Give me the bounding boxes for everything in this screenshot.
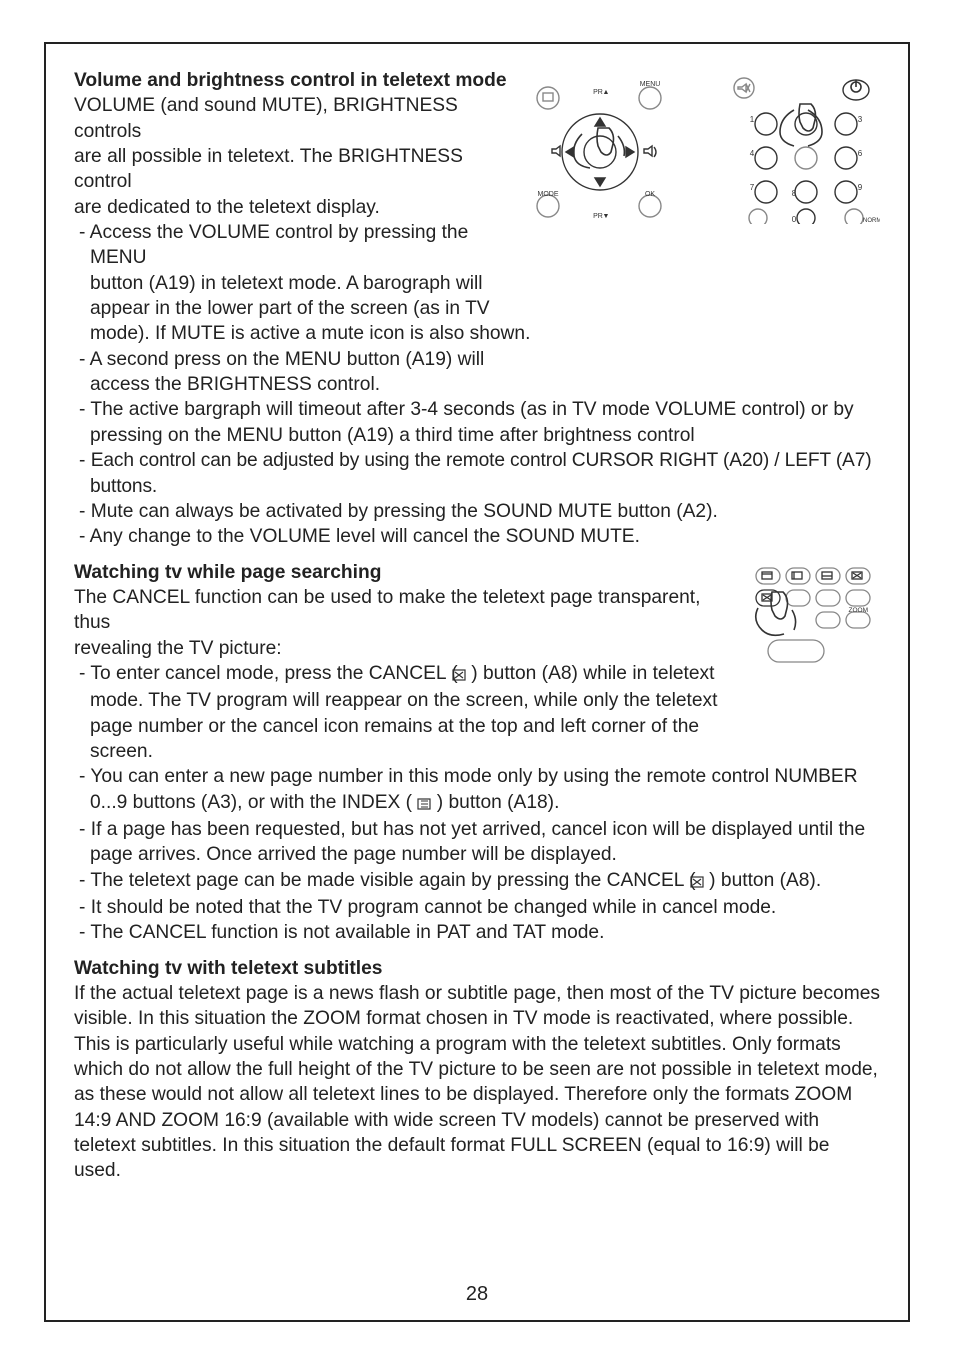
label-ok: OK: [645, 191, 655, 198]
s2-b5-t: It should be noted that the TV program c…: [91, 897, 777, 918]
diagram-teletext-keys: ZOOM: [750, 562, 880, 672]
s1-b5-t: Mute can always be activated by pressing…: [91, 501, 718, 522]
s2-b1-l1b: ) button (A8) while in teletext: [471, 663, 714, 684]
s2-b3-l1: If a page has been requested, but has no…: [91, 819, 865, 840]
svg-text:▼: ▼: [603, 213, 610, 220]
heading-subtitles: Watching tv with teletext subtitles: [74, 956, 880, 981]
page: 1 3 4 6 7 8 9 0 NORMAL: [0, 0, 954, 1352]
s3-p2: This is particularly useful while watchi…: [74, 1032, 880, 1184]
diagram-cursor-pad: PR ▲ MENU MODE PR ▼ OK: [522, 74, 690, 224]
label-pr-dn: PR: [593, 213, 603, 220]
s2-b3: If a page has been requested, but has no…: [74, 817, 880, 868]
content: 1 3 4 6 7 8 9 0 NORMAL: [74, 68, 880, 1184]
s1-b2: A second press on the MENU button (A19) …: [74, 347, 880, 398]
s1-b4-t: Each control can be adjusted by using th…: [90, 450, 871, 496]
s1-b1-l1: Access the VOLUME control by pressing th…: [90, 222, 469, 268]
page-frame: 1 3 4 6 7 8 9 0 NORMAL: [44, 42, 910, 1322]
s1-b4: Each control can be adjusted by using th…: [74, 448, 880, 499]
s2-b2: You can enter a new page number in this …: [74, 764, 880, 817]
s2-b2-l2: 0...9 buttons (A3), or with the INDEX ( …: [90, 790, 880, 817]
s1-b6: Any change to the VOLUME level will canc…: [74, 524, 880, 549]
s1-b1-l2: button (A19) in teletext mode. A barogra…: [90, 271, 880, 296]
index-icon: [417, 792, 431, 817]
s2-b4b: ) button (A8).: [709, 870, 821, 891]
s1-b3: The active bargraph will timeout after 3…: [74, 397, 880, 448]
s2-b4a: The teletext page can be made visible ag…: [90, 870, 695, 891]
s2-b6: The CANCEL function is not available in …: [74, 920, 880, 945]
s1-b2-l2: access the BRIGHTNESS control.: [90, 372, 880, 397]
s1-b5: Mute can always be activated by pressing…: [74, 499, 880, 524]
s2-b2-l2b: ) button (A18).: [437, 792, 560, 813]
s1-b2-l1: A second press on the MENU button (A19) …: [90, 349, 485, 370]
label-normal: NORMAL: [863, 218, 880, 224]
label-zoom: ZOOM: [849, 607, 869, 614]
svg-text:7: 7: [750, 183, 755, 192]
svg-text:4: 4: [750, 149, 755, 158]
cancel-icon: [701, 870, 704, 895]
svg-text:1: 1: [750, 115, 755, 124]
label-menu: MENU: [640, 81, 661, 88]
svg-text:6: 6: [858, 149, 863, 158]
diagram-keypad: 1 3 4 6 7 8 9 0 NORMAL: [716, 74, 880, 224]
s2-b4: The teletext page can be made visible ag…: [74, 868, 880, 895]
svg-text:8: 8: [792, 189, 797, 198]
s1-b1-l4: mode). If MUTE is active a mute icon is …: [90, 321, 880, 346]
section-volume-brightness: 1 3 4 6 7 8 9 0 NORMAL: [74, 68, 880, 550]
s2-b3-l2: page arrives. Once arrived the page numb…: [90, 842, 880, 867]
label-mode: MODE: [538, 191, 559, 198]
s1-b1-l3: appear in the lower part of the screen (…: [90, 296, 880, 321]
s2-b1-l1a: To enter cancel mode, press the CANCEL (: [90, 663, 457, 684]
s2-b1-l4: screen.: [90, 739, 880, 764]
svg-text:3: 3: [858, 115, 863, 124]
s3-p1: If the actual teletext page is a news fl…: [74, 981, 880, 1032]
s1-b3-l1: The active bargraph will timeout after 3…: [90, 399, 853, 420]
svg-text:0: 0: [792, 215, 797, 224]
s1-b6-t: Any change to the VOLUME level will canc…: [90, 526, 640, 547]
section-subtitles: Watching tv with teletext subtitles If t…: [74, 956, 880, 1184]
cancel-icon: [463, 663, 466, 688]
s2-b5: It should be noted that the TV program c…: [74, 895, 880, 920]
svg-text:▲: ▲: [603, 89, 610, 96]
section-page-searching: ZOOM Watching tv while page searching Th…: [74, 560, 880, 946]
s2-b2-l2a: 0...9 buttons (A3), or with the INDEX (: [90, 792, 412, 813]
label-pr-up: PR: [593, 89, 603, 96]
s2-b1: To enter cancel mode, press the CANCEL (…: [74, 661, 880, 764]
s2-b2-l1: You can enter a new page number in this …: [90, 766, 857, 787]
s2-b1-l3: page number or the cancel icon remains a…: [90, 714, 880, 739]
s2-b6-t: The CANCEL function is not available in …: [90, 922, 604, 943]
s2-b1-l2: mode. The TV program will reappear on th…: [90, 688, 880, 713]
s1-b1: Access the VOLUME control by pressing th…: [74, 220, 880, 347]
svg-text:9: 9: [858, 183, 863, 192]
page-number: 28: [46, 1283, 908, 1306]
s1-b3-l2: pressing on the MENU button (A19) a thir…: [90, 423, 880, 448]
